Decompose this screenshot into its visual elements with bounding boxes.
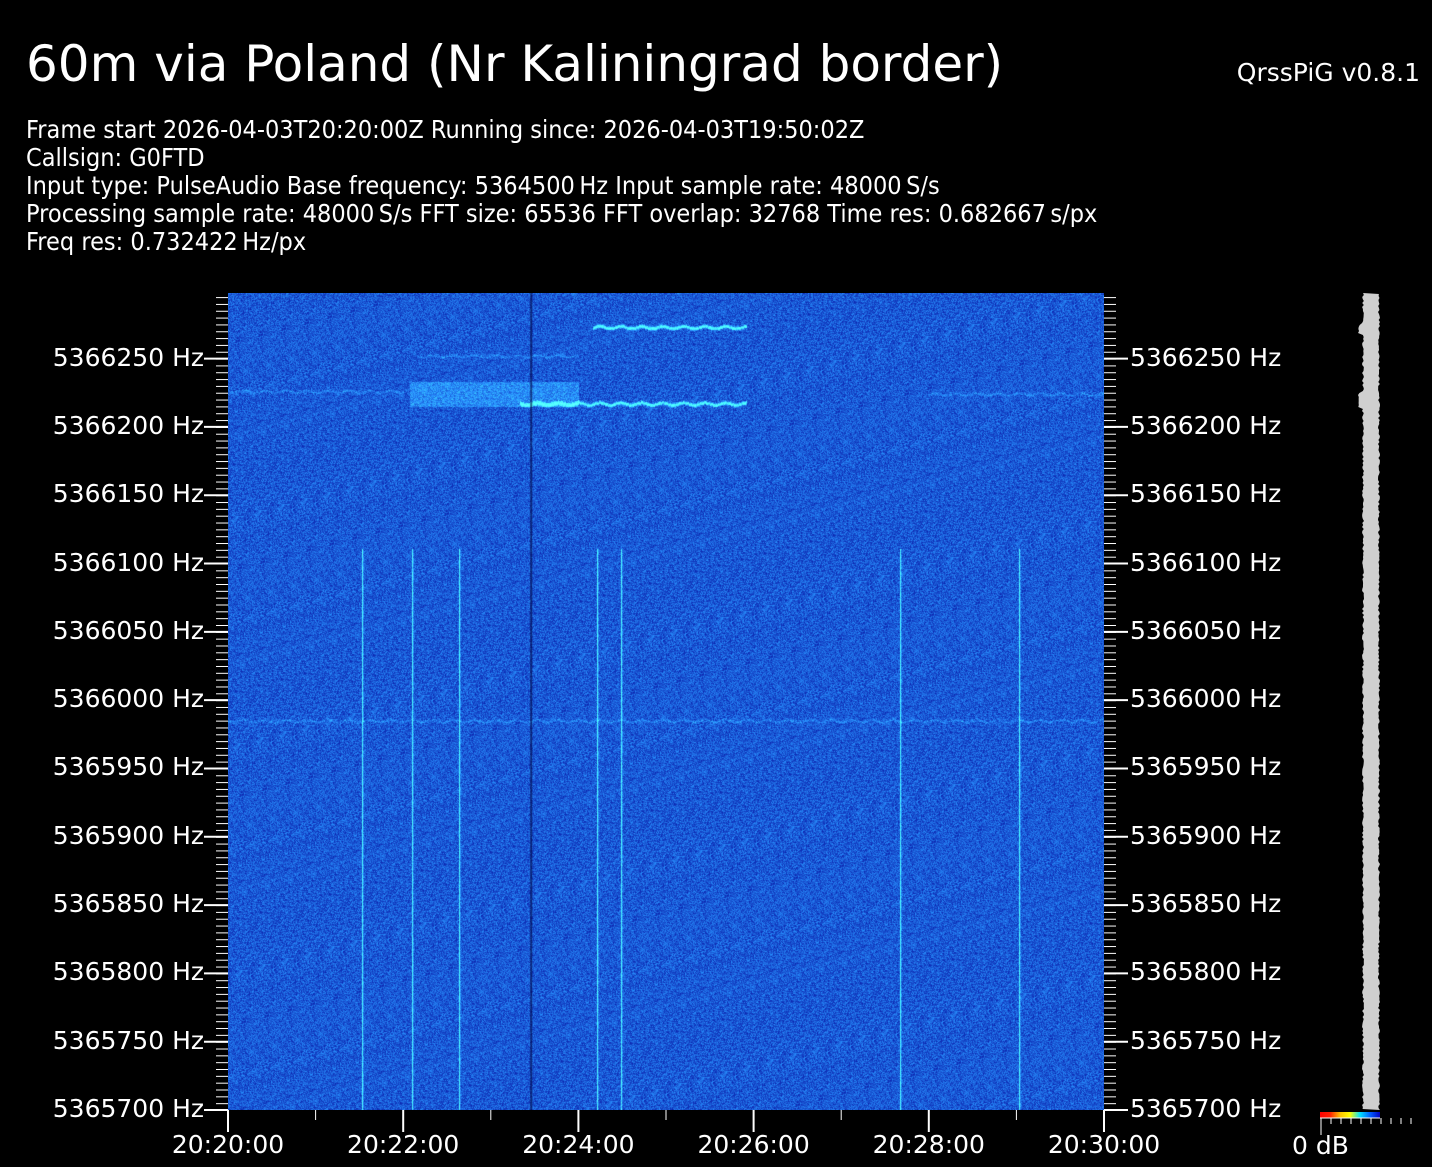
x-tick-label: 20:22:00 [343,1130,463,1160]
x-tick-label: 20:20:00 [168,1130,288,1160]
x-tick-label: 20:30:00 [1044,1130,1164,1160]
y-tick-label-left: 5366100 Hz [53,548,204,578]
y-tick-label-left: 5365950 Hz [53,752,204,782]
y-tick-label-left: 5365800 Hz [53,957,204,987]
y-tick-label-right: 5365800 Hz [1130,957,1281,987]
x-tick-label: 20:28:00 [869,1130,989,1160]
spectrum-profile [1358,293,1380,1110]
y-tick-label-right: 5366050 Hz [1130,616,1281,646]
y-tick-label-right: 5366000 Hz [1130,684,1281,714]
y-tick-label-right: 5366100 Hz [1130,548,1281,578]
colorbar-label: 0 dB [1292,1131,1349,1161]
y-tick-label-right: 5365750 Hz [1130,1026,1281,1056]
y-tick-label-left: 5366150 Hz [53,479,204,509]
y-tick-label-right: 5366150 Hz [1130,479,1281,509]
y-tick-label-left: 5366050 Hz [53,616,204,646]
x-tick-label: 20:26:00 [694,1130,814,1160]
y-tick-label-right: 5366250 Hz [1130,343,1281,373]
y-tick-label-right: 5365700 Hz [1130,1094,1281,1124]
y-tick-label-right: 5366200 Hz [1130,411,1281,441]
y-tick-label-right: 5365950 Hz [1130,752,1281,782]
y-tick-label-left: 5365700 Hz [53,1094,204,1124]
y-tick-label-left: 5365900 Hz [53,821,204,851]
y-tick-label-left: 5365750 Hz [53,1026,204,1056]
y-tick-label-right: 5365900 Hz [1130,821,1281,851]
colorbar [1320,1112,1380,1118]
y-tick-label-left: 5366000 Hz [53,684,204,714]
y-tick-label-left: 5365850 Hz [53,889,204,919]
y-tick-label-right: 5365850 Hz [1130,889,1281,919]
y-tick-label-left: 5366250 Hz [53,343,204,373]
x-tick-label: 20:24:00 [518,1130,638,1160]
y-tick-label-left: 5366200 Hz [53,411,204,441]
